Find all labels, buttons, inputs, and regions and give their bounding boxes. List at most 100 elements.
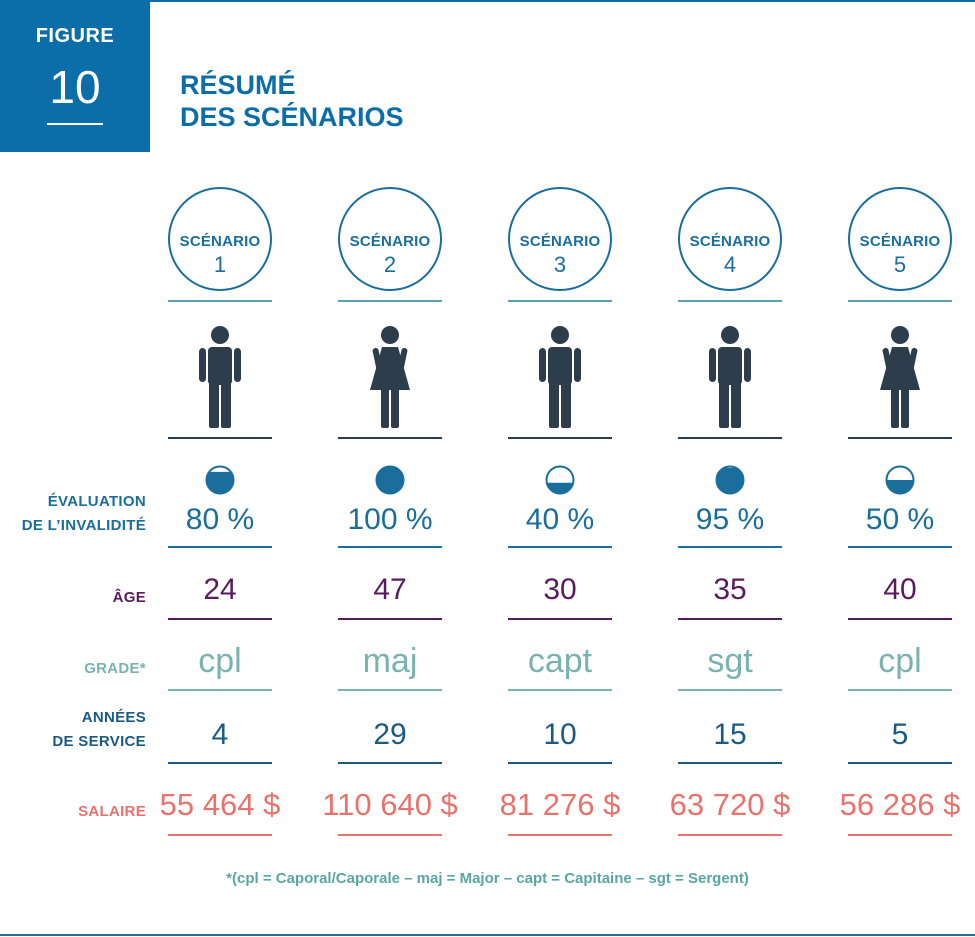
title-line-1: RÉSUMÉ [180, 70, 296, 100]
scenario-column-3: SCÉNARIO 3 40 % 30 capt 10 81 276 $ [500, 0, 620, 937]
page-title: RÉSUMÉ DES SCÉNARIOS [180, 69, 404, 133]
divider [848, 689, 952, 691]
figure-underline [47, 123, 103, 125]
divider [338, 762, 442, 764]
divider [678, 834, 782, 836]
grade-value: cpl [878, 642, 922, 680]
scenario-number: 4 [723, 252, 737, 277]
scenario-circle: SCÉNARIO 1 [168, 187, 272, 291]
scenario-number: 5 [893, 252, 907, 277]
evaluation-value: 80 % [185, 503, 255, 536]
divider [678, 300, 782, 302]
salary-value: 56 286 $ [839, 787, 961, 822]
age-value: 40 [883, 573, 917, 606]
evaluation-value: 40 % [525, 503, 595, 536]
female-person-icon [875, 326, 925, 428]
salary-value: 110 640 $ [322, 787, 458, 822]
divider [338, 834, 442, 836]
years-value: 5 [891, 718, 909, 751]
divider [678, 689, 782, 691]
divider [168, 618, 272, 620]
divider [508, 689, 612, 691]
divider [848, 546, 952, 548]
scenario-circle: SCÉNARIO 3 [508, 187, 612, 291]
salary-value: 63 720 $ [669, 787, 791, 822]
evaluation-dial-icon [205, 465, 235, 495]
male-person-icon [535, 326, 585, 428]
divider [338, 546, 442, 548]
evaluation-value: 95 % [695, 503, 765, 536]
figure-badge: FIGURE 10 [0, 0, 150, 152]
scenario-number: 1 [213, 252, 227, 277]
years-value: 15 [713, 718, 747, 751]
divider [678, 546, 782, 548]
age-value: 47 [373, 573, 407, 606]
row-label-evaluation-line-1: ÉVALUATION [47, 493, 146, 510]
divider [678, 618, 782, 620]
grade-value: capt [527, 642, 593, 680]
divider [168, 437, 272, 439]
divider [168, 762, 272, 764]
evaluation-dial-icon [545, 465, 575, 495]
salary-value: 55 464 $ [159, 787, 281, 822]
divider [168, 834, 272, 836]
divider [168, 546, 272, 548]
evaluation-dial-icon [715, 465, 745, 495]
scenario-circle: SCÉNARIO 4 [678, 187, 782, 291]
grade-value: cpl [198, 642, 242, 680]
male-person-icon [195, 326, 245, 428]
divider [508, 618, 612, 620]
scenario-column-4: SCÉNARIO 4 95 % 35 sgt 15 63 720 $ [670, 0, 790, 937]
scenario-column-5: SCÉNARIO 5 50 % 40 cpl 5 56 286 $ [840, 0, 960, 937]
bottom-rule [0, 934, 975, 936]
divider [848, 437, 952, 439]
scenario-circle: SCÉNARIO 2 [338, 187, 442, 291]
scenario-column-1: SCÉNARIO 1 80 % 24 cpl 4 55 464 $ [160, 0, 280, 937]
scenario-label: SCÉNARIO [179, 233, 261, 250]
divider [338, 689, 442, 691]
divider [508, 300, 612, 302]
scenario-label: SCÉNARIO [519, 233, 601, 250]
row-label-years-line-2: DE SERVICE [52, 733, 146, 750]
row-label-grade: GRADE* [84, 660, 146, 677]
years-value: 4 [211, 718, 229, 751]
figure-number: 10 [49, 61, 101, 113]
top-rule [0, 0, 975, 2]
row-label-years-line-1: ANNÉES [81, 709, 146, 726]
divider [678, 437, 782, 439]
years-value: 10 [543, 718, 577, 751]
divider [848, 762, 952, 764]
scenario-number: 3 [553, 252, 567, 277]
footnote: *(cpl = Caporal/Caporale – maj = Major –… [226, 870, 749, 887]
row-label-age: ÂGE [112, 589, 146, 606]
row-label-years: ANNÉES DE SERVICE [52, 706, 146, 754]
scenario-label: SCÉNARIO [349, 233, 431, 250]
age-value: 30 [543, 573, 577, 606]
divider [848, 618, 952, 620]
figure-label: FIGURE [35, 25, 115, 47]
divider [848, 834, 952, 836]
evaluation-dial-icon [375, 465, 405, 495]
divider [508, 437, 612, 439]
grade-value: maj [362, 642, 418, 680]
row-label-evaluation-line-2: DE L’INVALIDITÉ [21, 517, 146, 534]
divider [338, 437, 442, 439]
years-value: 29 [373, 718, 407, 751]
age-value: 24 [203, 573, 237, 606]
divider [338, 300, 442, 302]
divider [168, 689, 272, 691]
divider [168, 300, 272, 302]
male-person-icon [705, 326, 755, 428]
scenario-label: SCÉNARIO [859, 233, 941, 250]
female-person-icon [365, 326, 415, 428]
evaluation-value: 100 % [347, 503, 433, 536]
row-label-evaluation: ÉVALUATION DE L’INVALIDITÉ [22, 490, 146, 538]
divider [678, 762, 782, 764]
divider [338, 618, 442, 620]
scenario-number: 2 [383, 252, 397, 277]
divider [508, 762, 612, 764]
divider [508, 546, 612, 548]
title-line-2: DES SCÉNARIOS [180, 102, 404, 132]
divider [848, 300, 952, 302]
age-value: 35 [713, 573, 747, 606]
